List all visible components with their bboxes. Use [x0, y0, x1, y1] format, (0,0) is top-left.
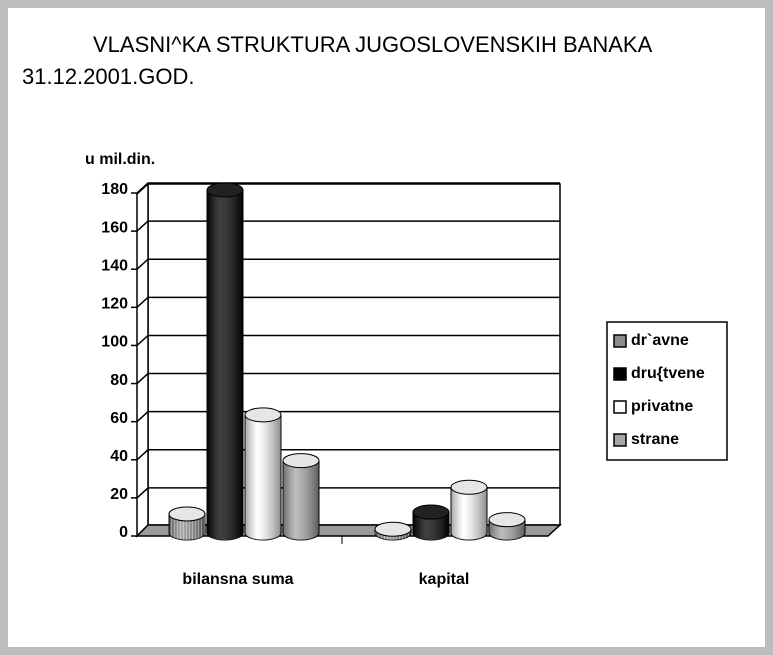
legend-label: strane	[631, 431, 679, 448]
grid-line	[136, 220, 560, 232]
y-axis-label: u mil.din.	[85, 151, 155, 168]
bar-shade	[283, 460, 319, 540]
grid-line	[136, 334, 560, 346]
bar-top	[488, 512, 526, 528]
y-tick-label: 100	[101, 334, 128, 351]
legend-swatch	[613, 400, 627, 414]
grid-line	[136, 296, 560, 308]
legend-swatch	[613, 433, 627, 447]
grid-line	[136, 487, 560, 499]
legend-swatch	[613, 367, 627, 381]
y-tick-label: 120	[101, 296, 128, 313]
grid-line	[136, 258, 560, 270]
bar-shade	[451, 487, 487, 540]
y-tick-label: 140	[101, 257, 128, 274]
legend-label: privatne	[631, 398, 693, 415]
side-wall	[136, 182, 149, 538]
bar-top	[450, 479, 488, 495]
bar-top	[412, 504, 450, 520]
bar-top	[282, 453, 320, 469]
chart-title: VLASNI^KA STRUKTURA JUGOSLOVENSKIH BANAK…	[93, 32, 653, 57]
y-tick-label: 20	[110, 486, 128, 503]
x-tick-label: bilansna suma	[182, 571, 293, 588]
bar-shade	[413, 512, 449, 540]
legend-label: dru{tvene	[631, 365, 705, 382]
y-tick-label: 40	[110, 448, 128, 465]
grid-line	[136, 372, 560, 385]
y-tick-label: 180	[101, 181, 128, 198]
x-tick-label: kapital	[419, 571, 470, 588]
legend-swatch	[613, 334, 627, 348]
y-tick-label: 0	[119, 524, 128, 541]
legend	[606, 321, 728, 461]
y-tick-label: 160	[101, 219, 128, 236]
bar-shade	[245, 414, 281, 540]
legend-label: dr`avne	[631, 332, 689, 349]
bar-top	[244, 407, 282, 423]
grid-line	[136, 410, 560, 423]
grid-line	[136, 449, 560, 461]
bar-top	[168, 506, 206, 522]
y-tick-label: 60	[110, 410, 128, 427]
bar-shade	[207, 190, 243, 540]
chart-title: 31.12.2001.GOD.	[22, 64, 194, 89]
bar-top	[206, 182, 244, 198]
y-tick-label: 80	[110, 372, 128, 389]
bar-top	[374, 521, 412, 537]
grid-line	[136, 182, 560, 194]
